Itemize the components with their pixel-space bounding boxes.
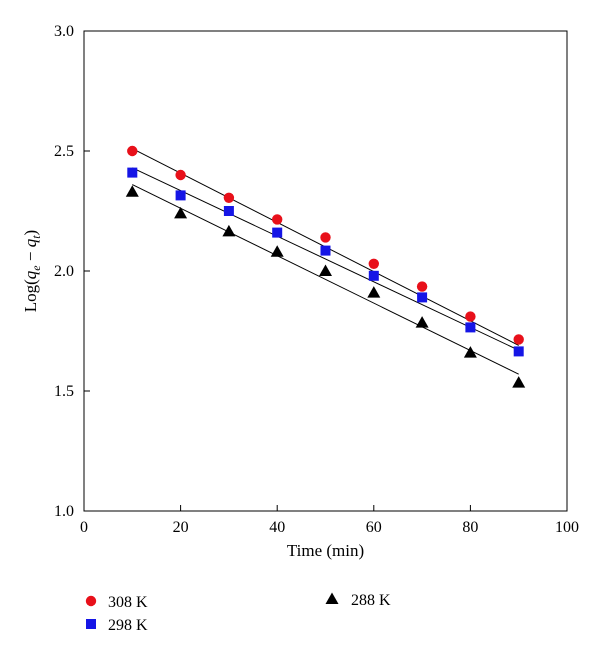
data-point-square bbox=[272, 227, 283, 238]
data-point-square bbox=[320, 245, 331, 256]
fit-line-square bbox=[132, 167, 519, 351]
data-point-triangle bbox=[415, 316, 429, 328]
x-tick-label: 0 bbox=[80, 519, 88, 536]
legend: 308 K 298 K 288 K bbox=[85, 592, 391, 634]
y-tick-label: 2.5 bbox=[54, 143, 74, 160]
data-point-triangle bbox=[125, 185, 139, 197]
data-point-square bbox=[368, 270, 379, 281]
fit-line-triangle bbox=[132, 184, 519, 375]
data-point-triangle bbox=[270, 245, 284, 257]
legend-label: 298 K bbox=[108, 617, 148, 634]
data-point-circle bbox=[223, 192, 235, 203]
data-point-circle bbox=[513, 334, 524, 345]
legend-marker-square bbox=[86, 619, 96, 629]
x-tick-label: 20 bbox=[173, 519, 189, 536]
data-point-square bbox=[223, 206, 234, 216]
data-point-circle bbox=[416, 281, 428, 292]
x-tick-label: 100 bbox=[555, 519, 579, 536]
legend-label: 308 K bbox=[108, 594, 148, 611]
data-point-square bbox=[417, 292, 428, 303]
data-point-circle bbox=[320, 232, 331, 243]
y-tick-label: 3.0 bbox=[54, 23, 74, 40]
data-point-circle bbox=[465, 311, 476, 322]
data-point-square bbox=[513, 346, 524, 357]
data-point-triangle bbox=[222, 224, 236, 237]
legend-label: 288 K bbox=[351, 592, 391, 609]
data-point-circle bbox=[175, 169, 186, 181]
x-axis: 0 20 40 60 80 100 bbox=[80, 505, 579, 536]
x-tick-label: 60 bbox=[366, 519, 382, 536]
x-axis-label: Time (min) bbox=[287, 541, 364, 560]
data-point-triangle bbox=[512, 376, 526, 388]
y-tick-label: 2.0 bbox=[54, 263, 74, 280]
data-point-square bbox=[465, 322, 476, 333]
data-point-triangle bbox=[367, 286, 381, 298]
x-tick-label: 80 bbox=[462, 519, 478, 536]
data-point-triangle bbox=[319, 264, 332, 276]
data-point-triangle bbox=[463, 346, 477, 358]
y-tick-label: 1.5 bbox=[54, 383, 74, 400]
y-axis-label: Log(qe − qt) bbox=[21, 230, 43, 312]
legend-marker-circle bbox=[85, 595, 97, 607]
y-axis: 1.0 1.5 2.0 2.5 3.0 bbox=[54, 23, 90, 520]
data-point-circle bbox=[127, 145, 138, 157]
data-point-square bbox=[175, 190, 186, 201]
x-tick-label: 40 bbox=[269, 519, 285, 536]
data-point-square bbox=[127, 167, 138, 178]
data-points bbox=[125, 145, 526, 388]
data-point-circle bbox=[368, 258, 379, 269]
data-point-circle bbox=[272, 214, 283, 225]
fit-lines bbox=[132, 148, 519, 375]
y-tick-label: 1.0 bbox=[54, 503, 74, 520]
legend-marker-triangle bbox=[325, 592, 339, 604]
data-point-triangle bbox=[174, 206, 188, 219]
